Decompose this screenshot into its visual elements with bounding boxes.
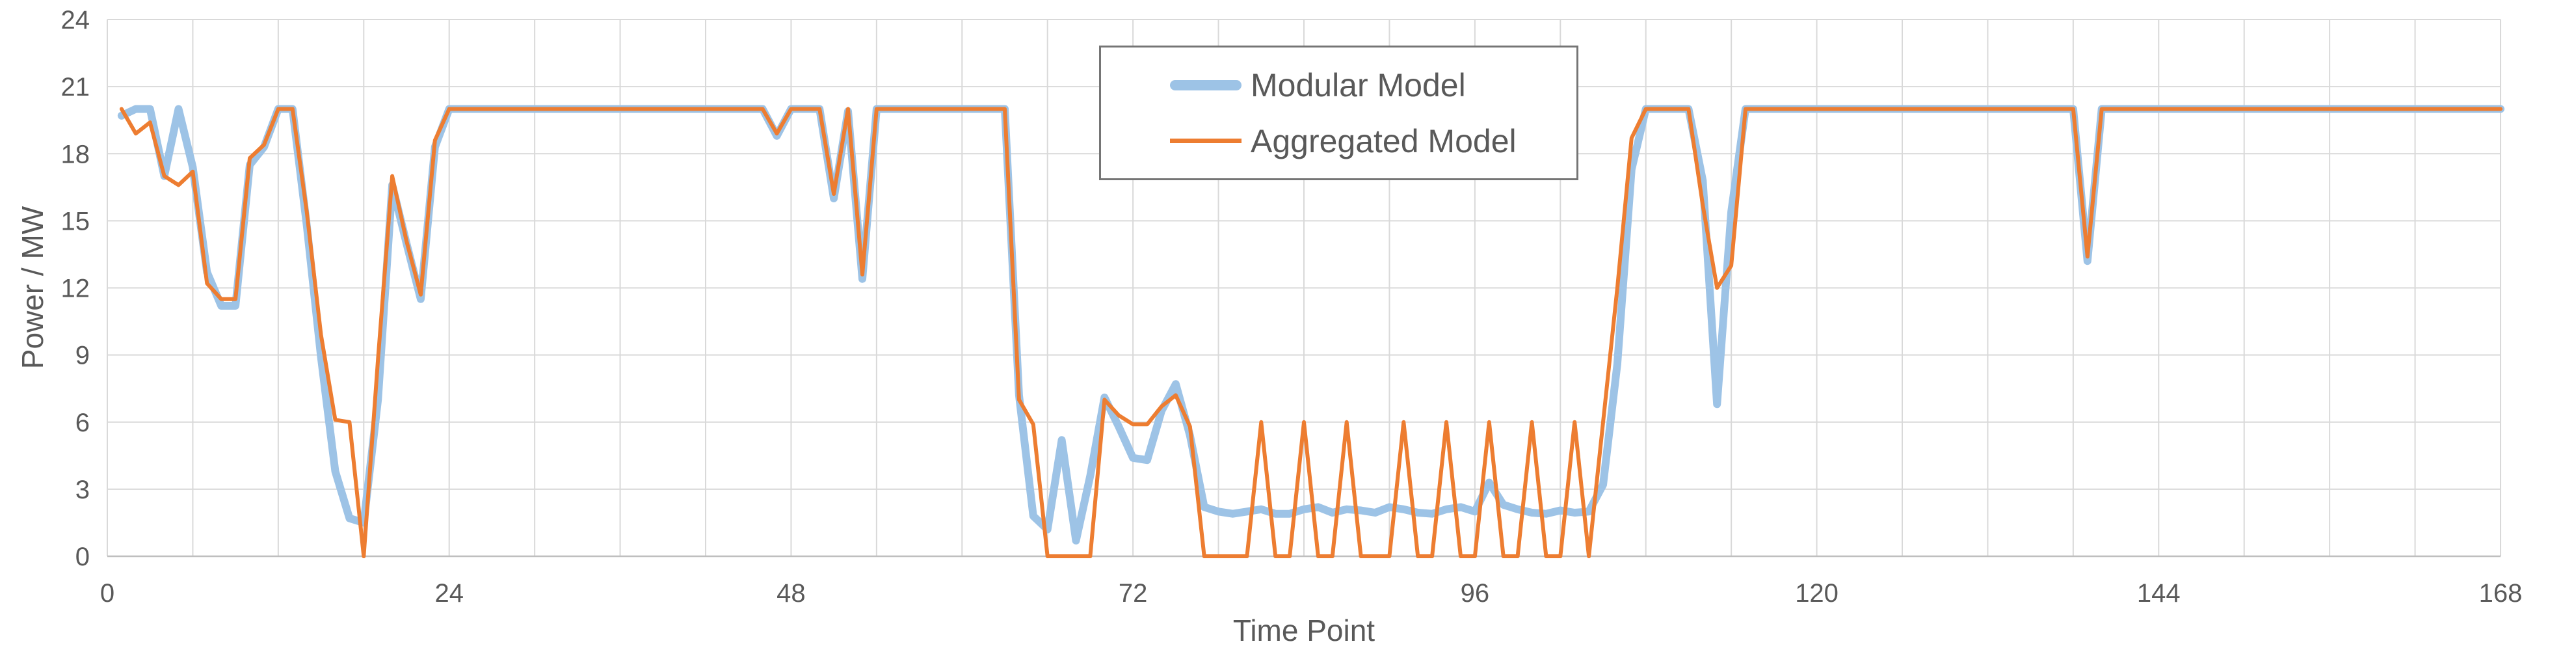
x-tick-label: 48	[777, 579, 806, 608]
y-tick-label: 9	[75, 342, 90, 370]
aggregated-series-swatch	[1170, 139, 1242, 143]
y-axis-title: Power / MW	[16, 206, 49, 370]
x-tick-label: 24	[434, 579, 464, 608]
x-tick-label: 72	[1119, 579, 1148, 608]
y-tick-label: 6	[75, 409, 90, 437]
legend-item-aggregated: Aggregated Model	[1170, 122, 1576, 161]
x-tick-label: 96	[1461, 579, 1490, 608]
y-tick-label: 24	[61, 6, 90, 34]
modular-series-swatch	[1170, 79, 1242, 90]
legend-item-modular: Modular Model	[1170, 66, 1576, 105]
aggregated-series-label: Aggregated Model	[1251, 122, 1517, 159]
y-tick-label: 3	[75, 476, 90, 504]
x-axis-title: Time Point	[1232, 614, 1375, 647]
y-tick-label: 21	[61, 73, 90, 101]
modular-series-label: Modular Model	[1251, 66, 1466, 103]
x-tick-label: 144	[2137, 579, 2181, 608]
y-tick-label: 0	[75, 543, 90, 571]
y-tick-label: 18	[61, 140, 90, 169]
x-tick-label: 120	[1795, 579, 1839, 608]
aggregated-series-line	[119, 107, 2503, 558]
x-tick-label: 168	[2479, 579, 2523, 608]
y-tick-label: 12	[61, 275, 90, 303]
y-tick-label: 15	[61, 207, 90, 236]
legend: Modular Model Aggregated Model	[1099, 46, 1578, 180]
x-tick-label: 0	[100, 579, 114, 608]
